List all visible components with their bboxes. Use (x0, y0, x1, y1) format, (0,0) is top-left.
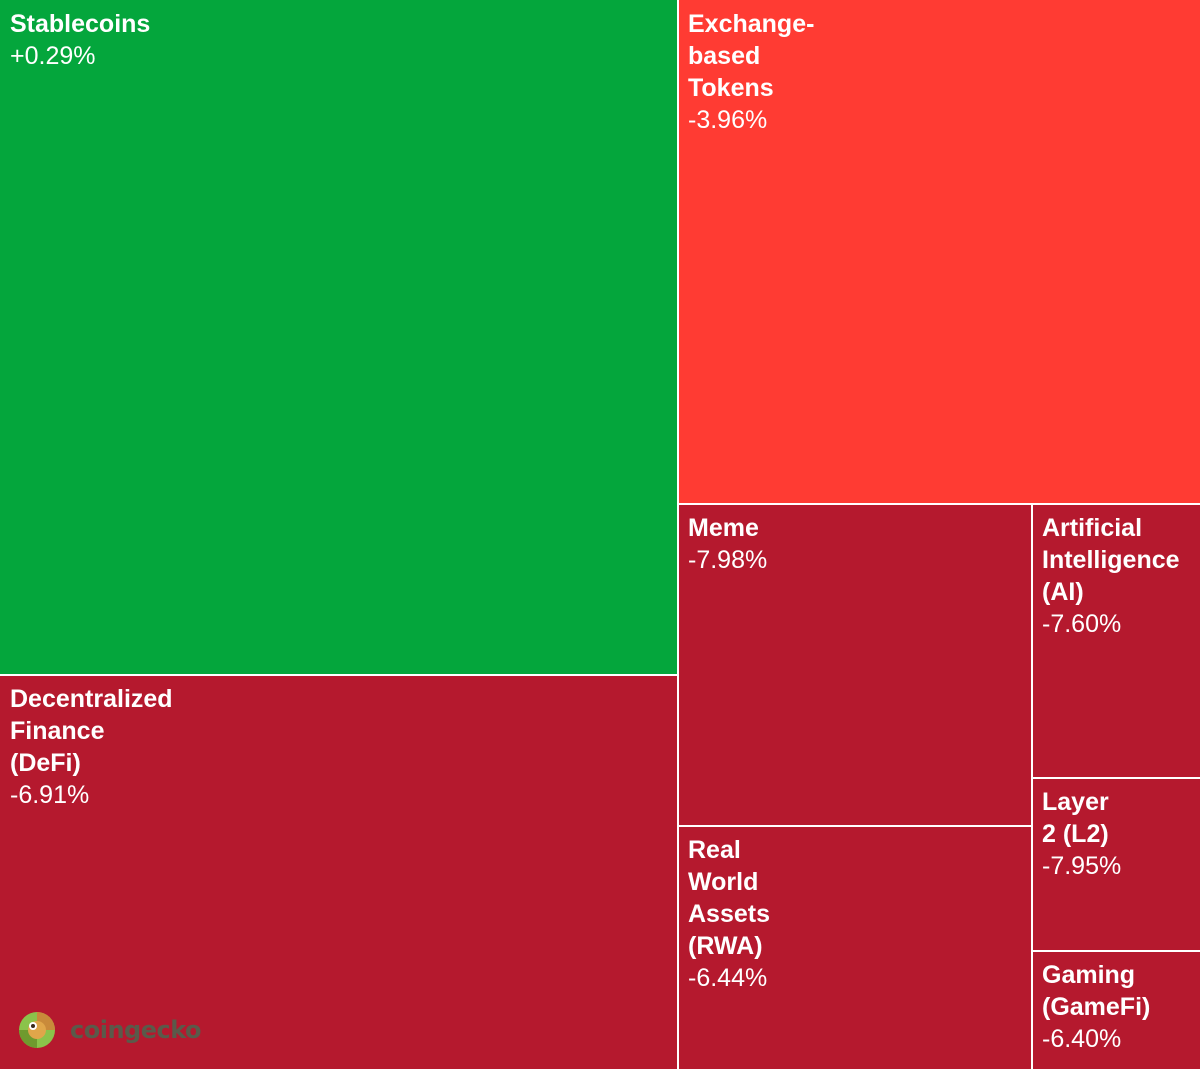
tile-stablecoins: Stablecoins +0.29% (0, 0, 678, 675)
tile-label: Layer 2 (L2) (1042, 788, 1109, 848)
tile-text: Decentralized Finance (DeFi) -6.91% (10, 683, 173, 811)
tile-separator (1032, 777, 1200, 779)
tile-change: -7.60% (1042, 610, 1122, 638)
tile-separator (677, 0, 679, 1069)
tile-text: Meme -7.98% (688, 512, 767, 576)
tile-change: -6.44% (688, 964, 768, 992)
tile-separator (678, 503, 1200, 505)
tile-text: Artificial Intelligence (AI) -7.60% (1042, 512, 1180, 640)
tile-change: -7.95% (1042, 852, 1122, 880)
tile-text: Gaming (GameFi) -6.40% (1042, 959, 1150, 1055)
tile-separator (1032, 950, 1200, 952)
tile-label: Meme (688, 514, 759, 542)
tile-text: Real World Assets (RWA) -6.44% (688, 834, 770, 994)
tile-label: Artificial Intelligence (AI) (1042, 514, 1180, 606)
coingecko-watermark: coingecko (18, 1010, 202, 1050)
tile-label: Real World Assets (RWA) (688, 836, 770, 960)
coingecko-wordmark: coingecko (70, 1016, 202, 1044)
tile-separator (1031, 504, 1033, 1069)
tile-text: Stablecoins +0.29% (10, 8, 150, 72)
tile-change: -3.96% (688, 106, 768, 134)
tile-change: -6.40% (1042, 1025, 1122, 1053)
tile-gaming: Gaming (GameFi) -6.40% (1032, 951, 1200, 1069)
tile-defi: Decentralized Finance (DeFi) -6.91% (0, 675, 678, 1069)
tile-label: Stablecoins (10, 10, 151, 38)
tile-text: Exchange- based Tokens -3.96% (688, 8, 814, 136)
tile-change: -6.91% (10, 781, 90, 809)
tile-change: +0.29% (10, 42, 96, 70)
tile-exchange-based-tokens: Exchange- based Tokens -3.96% (678, 0, 1200, 504)
tile-ai: Artificial Intelligence (AI) -7.60% (1032, 504, 1200, 778)
tile-text: Layer 2 (L2) -7.95% (1042, 786, 1121, 882)
tile-label: Decentralized Finance (DeFi) (10, 685, 173, 777)
tile-meme: Meme -7.98% (678, 504, 1032, 826)
tile-change: -7.98% (688, 546, 768, 574)
tile-label: Exchange- based Tokens (688, 10, 815, 102)
tile-separator (678, 825, 1032, 827)
tile-separator (0, 674, 678, 676)
tile-layer-2: Layer 2 (L2) -7.95% (1032, 778, 1200, 951)
tile-label: Gaming (GameFi) (1042, 961, 1151, 1021)
tile-rwa: Real World Assets (RWA) -6.44% (678, 826, 1032, 1069)
gecko-logo-icon (19, 1012, 55, 1048)
